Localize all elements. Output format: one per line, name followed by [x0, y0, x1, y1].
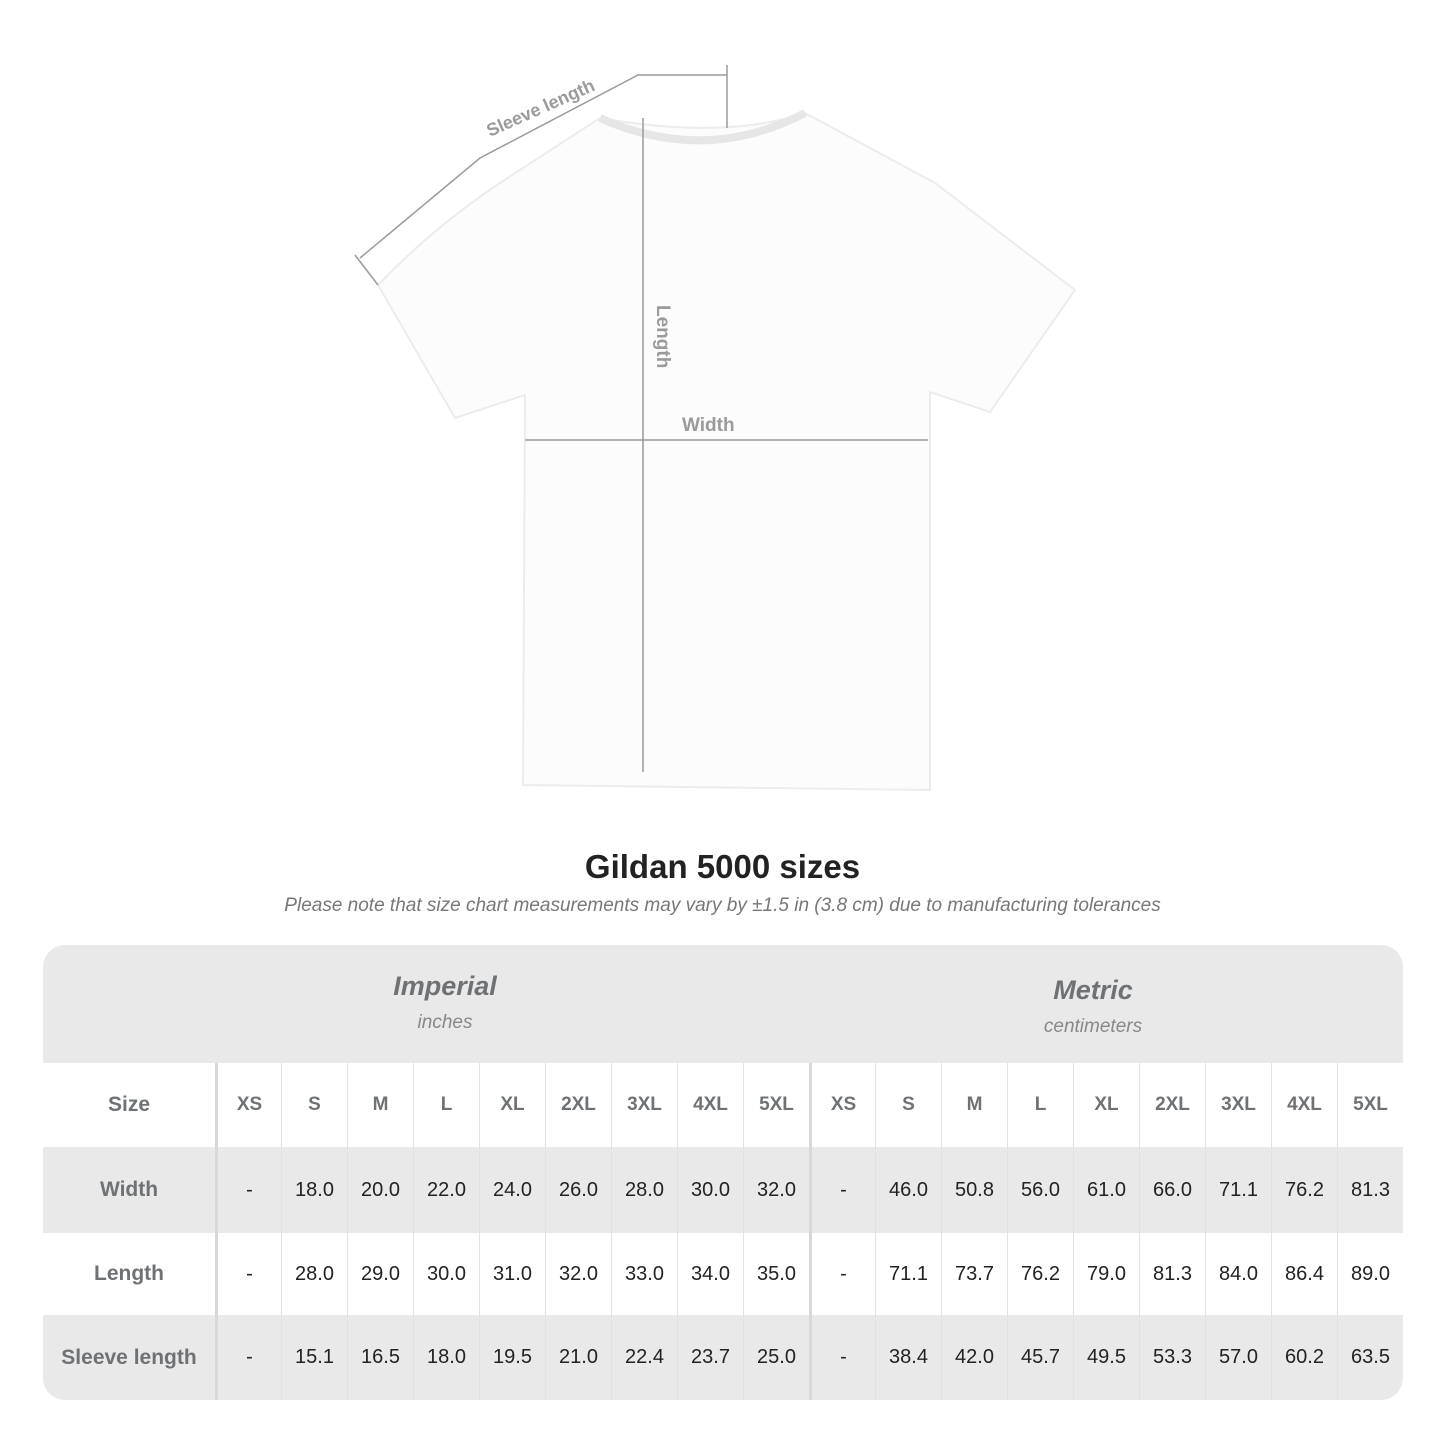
metric-value: 76.2 — [1007, 1233, 1073, 1315]
tolerance-note: Please note that size chart measurements… — [284, 895, 1161, 916]
metric-label: Metric — [1053, 975, 1133, 1005]
metric-value: 49.5 — [1073, 1315, 1139, 1400]
metric-size-8: 5XL — [1337, 1063, 1403, 1147]
tshirt-diagram: Sleeve length Length Width — [354, 65, 1077, 792]
imperial-size-7: 4XL — [677, 1063, 743, 1147]
imperial-value: 32.0 — [743, 1147, 809, 1233]
metric-value: 84.0 — [1205, 1233, 1271, 1315]
imperial-value: 30.0 — [413, 1233, 479, 1315]
row-label: Sleeve length — [61, 1345, 197, 1369]
imperial-size-1: S — [281, 1063, 347, 1147]
imperial-size-0: XS — [215, 1063, 281, 1147]
imperial-value: 32.0 — [545, 1233, 611, 1315]
imperial-value: - — [215, 1147, 281, 1233]
imperial-value: 26.0 — [545, 1147, 611, 1233]
imperial-value: - — [215, 1315, 281, 1400]
imperial-value: 28.0 — [281, 1233, 347, 1315]
table-row: Length -28.0 29.0 30.0 31.0 32.0 33.0 34.0 35.0-… — [43, 1233, 1403, 1315]
metric-value: 38.4 — [875, 1315, 941, 1400]
table-row: Width -18.0 20.0 22.0 24.0 26.0 28.0 30.0 32.0-4… — [43, 1147, 1403, 1233]
metric-value: 81.3 — [1337, 1147, 1403, 1233]
metric-size-2: M — [941, 1063, 1007, 1147]
tshirt-shape — [376, 111, 1077, 792]
imperial-size-3: L — [413, 1063, 479, 1147]
metric-value: 61.0 — [1073, 1147, 1139, 1233]
metric-value: 50.8 — [941, 1147, 1007, 1233]
imperial-value: 18.0 — [281, 1147, 347, 1233]
length-label: Length — [652, 305, 673, 368]
imperial-value: 29.0 — [347, 1233, 413, 1315]
imperial-value: 20.0 — [347, 1147, 413, 1233]
metric-size-6: 3XL — [1205, 1063, 1271, 1147]
metric-size-1: S — [875, 1063, 941, 1147]
imperial-value: 24.0 — [479, 1147, 545, 1233]
imperial-value: 28.0 — [611, 1147, 677, 1233]
metric-size-5: 2XL — [1139, 1063, 1205, 1147]
metric-value: - — [809, 1315, 875, 1400]
metric-value: 53.3 — [1139, 1315, 1205, 1400]
metric-size-3: L — [1007, 1063, 1073, 1147]
imperial-value: 34.0 — [677, 1233, 743, 1315]
size-header: Size — [107, 1093, 151, 1116]
metric-value: 63.5 — [1337, 1315, 1403, 1400]
metric-header: Metric centimeters — [863, 945, 1323, 1063]
imperial-value: - — [215, 1233, 281, 1315]
metric-value: 86.4 — [1271, 1233, 1337, 1315]
imperial-value: 22.4 — [611, 1315, 677, 1400]
imperial-value: 16.5 — [347, 1315, 413, 1400]
metric-value: 76.2 — [1271, 1147, 1337, 1233]
imperial-value: 22.0 — [413, 1147, 479, 1233]
metric-value: 71.1 — [875, 1233, 941, 1315]
imperial-value: 19.5 — [479, 1315, 545, 1400]
width-label: Width — [682, 415, 735, 436]
imperial-value: 30.0 — [677, 1147, 743, 1233]
imperial-value: 15.1 — [281, 1315, 347, 1400]
metric-value: - — [809, 1233, 875, 1315]
metric-value: 46.0 — [875, 1147, 941, 1233]
metric-value: 89.0 — [1337, 1233, 1403, 1315]
imperial-label: Imperial — [393, 971, 497, 1001]
metric-size-0: XS — [809, 1063, 875, 1147]
imperial-size-8: 5XL — [743, 1063, 809, 1147]
imperial-size-5: 2XL — [545, 1063, 611, 1147]
imperial-size-2: M — [347, 1063, 413, 1147]
row-label: Length — [94, 1262, 164, 1285]
imperial-value: 21.0 — [545, 1315, 611, 1400]
metric-value: 56.0 — [1007, 1147, 1073, 1233]
metric-value: 57.0 — [1205, 1315, 1271, 1400]
metric-size-4: XL — [1073, 1063, 1139, 1147]
imperial-value: 18.0 — [413, 1315, 479, 1400]
metric-value: 60.2 — [1271, 1315, 1337, 1400]
imperial-size-4: XL — [479, 1063, 545, 1147]
page-title: Gildan 5000 sizes — [584, 848, 861, 885]
metric-value: 71.1 — [1205, 1147, 1271, 1233]
imperial-header: Imperial inches — [215, 945, 675, 1063]
imperial-unit: inches — [417, 1012, 473, 1033]
measure-lines — [354, 65, 928, 772]
imperial-value: 23.7 — [677, 1315, 743, 1400]
metric-value: 66.0 — [1139, 1147, 1205, 1233]
metric-unit: centimeters — [1043, 1016, 1143, 1037]
imperial-value: 31.0 — [479, 1233, 545, 1315]
metric-value: - — [809, 1147, 875, 1233]
imperial-value: 25.0 — [743, 1315, 809, 1400]
size-row: Size XS S M L XL 2XL 3XL 4XL 5XL XS S M L XL 2XL 3XL 4XL 5… — [43, 1063, 1403, 1147]
imperial-value: 33.0 — [611, 1233, 677, 1315]
metric-value: 42.0 — [941, 1315, 1007, 1400]
imperial-size-6: 3XL — [611, 1063, 677, 1147]
metric-value: 45.7 — [1007, 1315, 1073, 1400]
table-row: Sleeve length -15.1 16.5 18.0 19.5 21.0 22.4 23… — [43, 1315, 1403, 1400]
metric-value: 81.3 — [1139, 1233, 1205, 1315]
row-label: Width — [99, 1178, 159, 1201]
metric-size-7: 4XL — [1271, 1063, 1337, 1147]
size-table: Imperial inches Metric centimeters Size X… — [43, 945, 1403, 1400]
metric-value: 73.7 — [941, 1233, 1007, 1315]
metric-value: 79.0 — [1073, 1233, 1139, 1315]
imperial-value: 35.0 — [743, 1233, 809, 1315]
